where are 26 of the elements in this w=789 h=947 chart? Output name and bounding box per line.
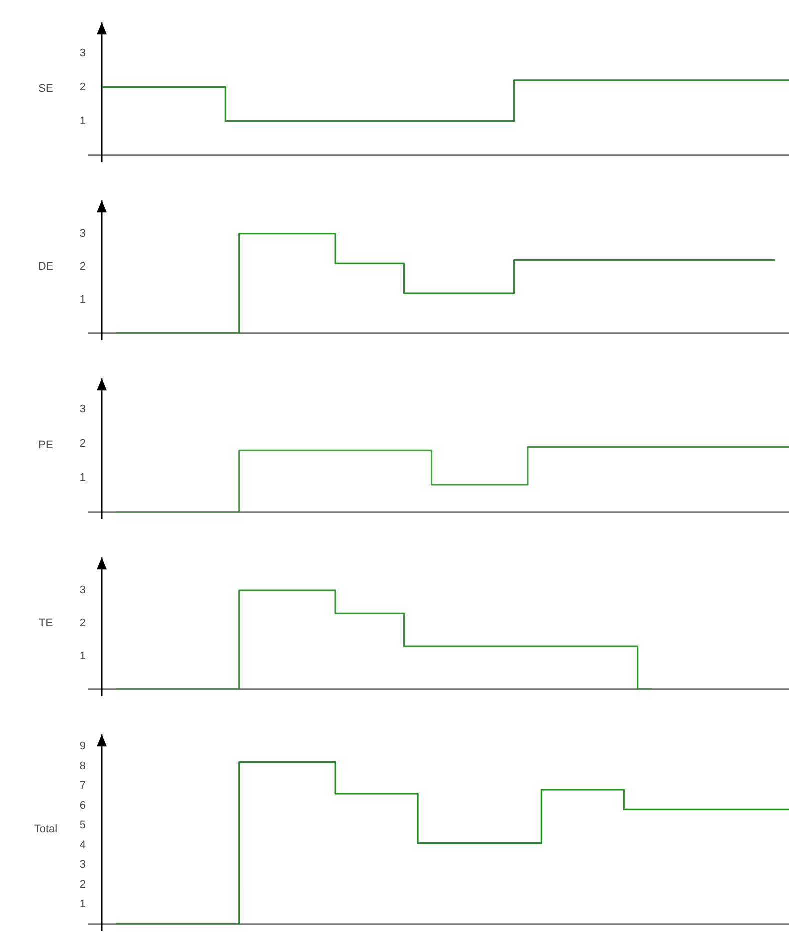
y-tick-label: 1 — [80, 898, 86, 911]
y-tick-label: 1 — [80, 472, 86, 484]
y-tick-label: 6 — [80, 800, 86, 812]
y-tick-label: 1 — [80, 294, 86, 306]
y-axis-title: Total — [34, 824, 58, 836]
y-tick-label: 3 — [80, 859, 86, 872]
y-tick-label: 9 — [80, 740, 86, 752]
y-tick-label: 2 — [80, 81, 86, 94]
y-tick-label: 3 — [80, 404, 86, 416]
y-tick-label: 3 — [80, 228, 86, 240]
y-tick-label: 3 — [80, 47, 86, 60]
y-tick-label: 7 — [80, 780, 86, 792]
y-axis-title: TE — [38, 618, 54, 630]
y-tick-label: 1 — [80, 115, 86, 128]
y-axis-title: SE — [38, 83, 54, 96]
y-axis-title: PE — [38, 440, 54, 452]
y-tick-label: 2 — [80, 618, 86, 630]
y-tick-label: 2 — [80, 261, 86, 274]
y-tick-label: 3 — [80, 584, 86, 597]
y-tick-label: 2 — [80, 438, 86, 450]
y-tick-label: 1 — [80, 650, 86, 662]
y-axis-title: DE — [38, 261, 54, 274]
y-tick-label: 8 — [80, 760, 86, 772]
y-tick-label: 5 — [80, 820, 86, 832]
y-tick-label: 2 — [80, 878, 86, 891]
y-tick-label: 4 — [80, 839, 86, 852]
